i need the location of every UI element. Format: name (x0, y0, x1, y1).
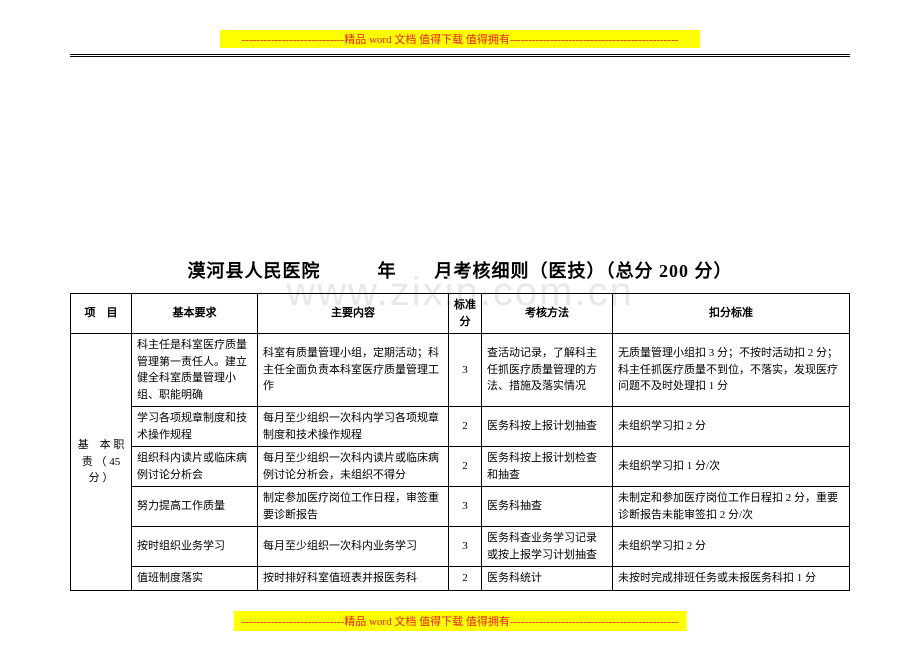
cell-req: 按时组织业务学习 (132, 527, 258, 567)
cell-req: 值班制度落实 (132, 567, 258, 591)
cell-deduct: 未组织学习扣 2 分 (613, 527, 850, 567)
cell-req: 组织科内读片或临床病例讨论分析会 (132, 447, 258, 487)
cell-method: 医务科按上报计划检查和抽查 (482, 447, 613, 487)
section-cell: 基 本 职 责 （ 45 分 ） (71, 334, 132, 591)
cell-score: 2 (449, 567, 482, 591)
cell-content: 每月至少组织一次科内读片或临床病例讨论分析会，未组织不得分 (258, 447, 449, 487)
table-row: 学习各项规章制度和技术操作规程 每月至少组织一次科内学习各项规章制度和技术操作规… (71, 407, 850, 447)
th-requirement: 基本要求 (132, 294, 258, 334)
cell-score: 2 (449, 407, 482, 447)
cell-deduct: 未组织学习扣 1 分/次 (613, 447, 850, 487)
cell-score: 2 (449, 447, 482, 487)
table-row: 按时组织业务学习 每月至少组织一次科内业务学习 3 医务科查业务学习记录或按上报… (71, 527, 850, 567)
cell-method: 查活动记录，了解科主任抓医疗质量管理的方法、措施及落实情况 (482, 334, 613, 407)
header-highlight: ----------------------------精品 word 文档 值… (220, 30, 700, 48)
cell-req: 努力提高工作质量 (132, 487, 258, 527)
cell-score: 3 (449, 527, 482, 567)
cell-method: 医务科查业务学习记录或按上报学习计划抽查 (482, 527, 613, 567)
footer-highlight: ----------------------------精品 word 文档 值… (234, 611, 687, 631)
table-row: 努力提高工作质量 制定参加医疗岗位工作日程，审签重要诊断报告 3 医务科抽查 未… (71, 487, 850, 527)
cell-content: 每月至少组织一次科内业务学习 (258, 527, 449, 567)
page-title: 漠河县人民医院 年 月考核细则（医技）（总分 200 分） (70, 257, 850, 283)
th-content: 主要内容 (258, 294, 449, 334)
cell-req: 学习各项规章制度和技术操作规程 (132, 407, 258, 447)
table-row: 基 本 职 责 （ 45 分 ） 科主任是科室医疗质量管理第一责任人。建立健全科… (71, 334, 850, 407)
th-method: 考核方法 (482, 294, 613, 334)
cell-deduct: 未制定和参加医疗岗位工作日程扣 2 分，重要诊断报告未能审签扣 2 分/次 (613, 487, 850, 527)
cell-content: 按时排好科室值班表并报医务科 (258, 567, 449, 591)
th-score: 标准分 (449, 294, 482, 334)
header-row: 项 目 基本要求 主要内容 标准分 考核方法 扣分标准 (71, 294, 850, 334)
cell-deduct: 未组织学习扣 2 分 (613, 407, 850, 447)
th-deduction: 扣分标准 (613, 294, 850, 334)
cell-content: 每月至少组织一次科内学习各项规章制度和技术操作规程 (258, 407, 449, 447)
cell-method: 医务科抽查 (482, 487, 613, 527)
th-project: 项 目 (71, 294, 132, 334)
cell-score: 3 (449, 487, 482, 527)
cell-deduct: 无质量管理小组扣 3 分；不按时活动扣 2 分；科主任抓医疗质量不到位，不落实，… (613, 334, 850, 407)
table-row: 值班制度落实 按时排好科室值班表并报医务科 2 医务科统计 未按时完成排班任务或… (71, 567, 850, 591)
cell-req: 科主任是科室医疗质量管理第一责任人。建立健全科室质量管理小组、职能明确 (132, 334, 258, 407)
table-row: 组织科内读片或临床病例讨论分析会 每月至少组织一次科内读片或临床病例讨论分析会，… (71, 447, 850, 487)
cell-method: 医务科按上报计划抽查 (482, 407, 613, 447)
cell-method: 医务科统计 (482, 567, 613, 591)
cell-deduct: 未按时完成排班任务或未报医务科扣 1 分 (613, 567, 850, 591)
cell-score: 3 (449, 334, 482, 407)
double-rule (70, 54, 850, 57)
cell-content: 制定参加医疗岗位工作日程，审签重要诊断报告 (258, 487, 449, 527)
cell-content: 科室有质量管理小组，定期活动；科主任全面负责本科室医疗质量管理工作 (258, 334, 449, 407)
assessment-table: 项 目 基本要求 主要内容 标准分 考核方法 扣分标准 基 本 职 责 （ 45… (70, 293, 850, 591)
